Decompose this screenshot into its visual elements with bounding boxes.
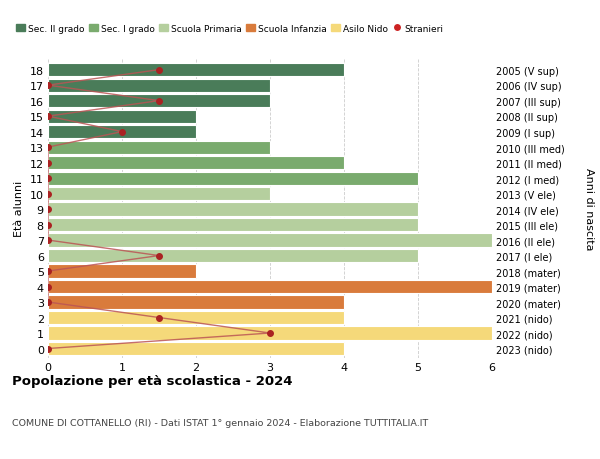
Bar bbox=[48, 79, 270, 93]
Point bbox=[265, 330, 275, 337]
Point bbox=[154, 98, 164, 105]
Point bbox=[43, 299, 53, 306]
Bar bbox=[48, 126, 196, 139]
Text: COMUNE DI COTTANELLO (RI) - Dati ISTAT 1° gennaio 2024 - Elaborazione TUTTITALIA: COMUNE DI COTTANELLO (RI) - Dati ISTAT 1… bbox=[12, 418, 428, 427]
Bar bbox=[48, 342, 344, 355]
Point bbox=[43, 113, 53, 121]
Bar bbox=[48, 265, 196, 278]
Bar bbox=[48, 95, 270, 108]
Point bbox=[43, 345, 53, 353]
Point bbox=[43, 221, 53, 229]
Point bbox=[43, 206, 53, 213]
Legend: Sec. II grado, Sec. I grado, Scuola Primaria, Scuola Infanzia, Asilo Nido, Stran: Sec. II grado, Sec. I grado, Scuola Prim… bbox=[13, 21, 446, 37]
Bar bbox=[48, 188, 270, 201]
Bar bbox=[48, 157, 344, 170]
Bar bbox=[48, 64, 344, 77]
Point bbox=[43, 175, 53, 182]
Point bbox=[43, 82, 53, 90]
Bar bbox=[48, 172, 418, 185]
Bar bbox=[48, 249, 418, 263]
Bar bbox=[48, 218, 418, 232]
Point bbox=[43, 283, 53, 291]
Point bbox=[43, 268, 53, 275]
Y-axis label: Età alunni: Età alunni bbox=[14, 181, 24, 237]
Point bbox=[43, 237, 53, 244]
Bar bbox=[48, 141, 270, 154]
Bar bbox=[48, 234, 492, 247]
Text: Popolazione per età scolastica - 2024: Popolazione per età scolastica - 2024 bbox=[12, 374, 293, 387]
Bar bbox=[48, 280, 492, 293]
Bar bbox=[48, 296, 344, 309]
Bar bbox=[48, 110, 196, 123]
Point bbox=[43, 144, 53, 151]
Point bbox=[154, 252, 164, 260]
Y-axis label: Anni di nascita: Anni di nascita bbox=[584, 168, 595, 250]
Point bbox=[154, 67, 164, 74]
Point bbox=[117, 129, 127, 136]
Bar bbox=[48, 203, 418, 216]
Bar bbox=[48, 327, 492, 340]
Point bbox=[43, 160, 53, 167]
Bar bbox=[48, 311, 344, 325]
Point bbox=[154, 314, 164, 321]
Point bbox=[43, 190, 53, 198]
